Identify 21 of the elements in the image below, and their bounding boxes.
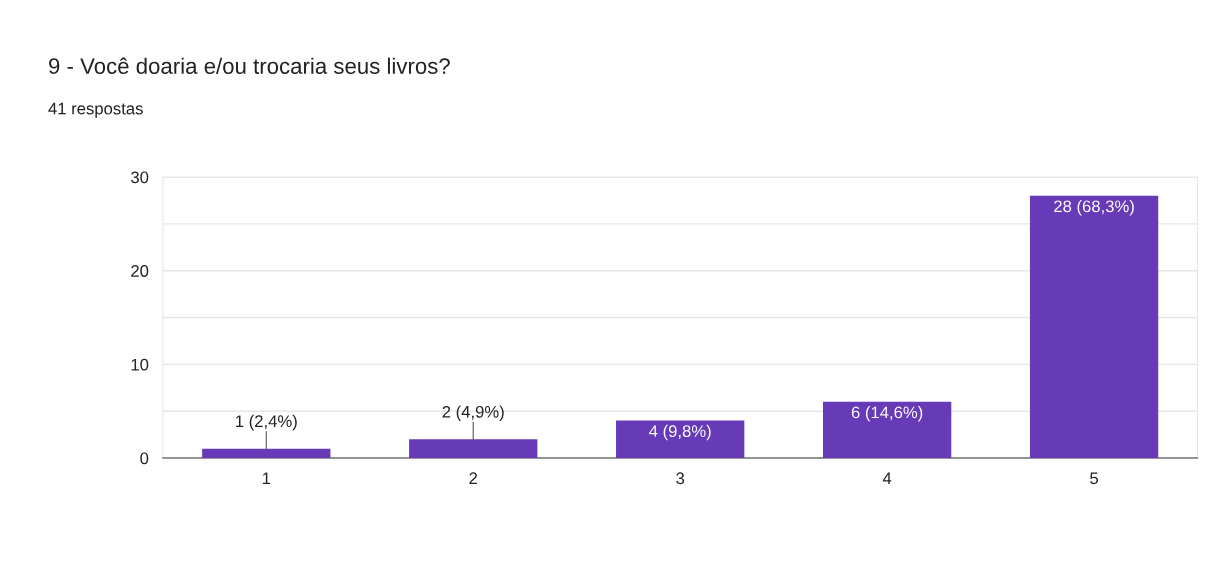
x-tick-label: 2	[469, 472, 478, 484]
bar	[822, 401, 952, 459]
y-tick-label: 0	[140, 452, 149, 465]
bar	[616, 420, 745, 459]
data-label: 28 (68,3%)	[1054, 199, 1134, 216]
data-label: 1 (2,4%)	[236, 414, 297, 431]
chart-title: 9 - Você doaria e/ou trocaria seus livros?	[49, 57, 450, 74]
data-label: 4 (9,8%)	[649, 424, 711, 441]
bar	[1029, 195, 1159, 459]
x-tick-label: 1	[262, 472, 271, 484]
data-label: 2 (4,9%)	[442, 405, 504, 422]
x-tick-label: 4	[882, 472, 892, 484]
y-tick-label: 20	[131, 265, 149, 277]
y-tick-label: 30	[131, 171, 149, 184]
x-tick-label: 3	[676, 472, 685, 485]
x-tick-label: 5	[1090, 472, 1099, 485]
y-tick-label: 10	[131, 358, 149, 371]
bar	[409, 439, 538, 459]
data-label: 6 (14,6%)	[851, 406, 923, 422]
bar	[202, 448, 331, 459]
chart-subtitle: 41 respostas	[48, 102, 143, 118]
